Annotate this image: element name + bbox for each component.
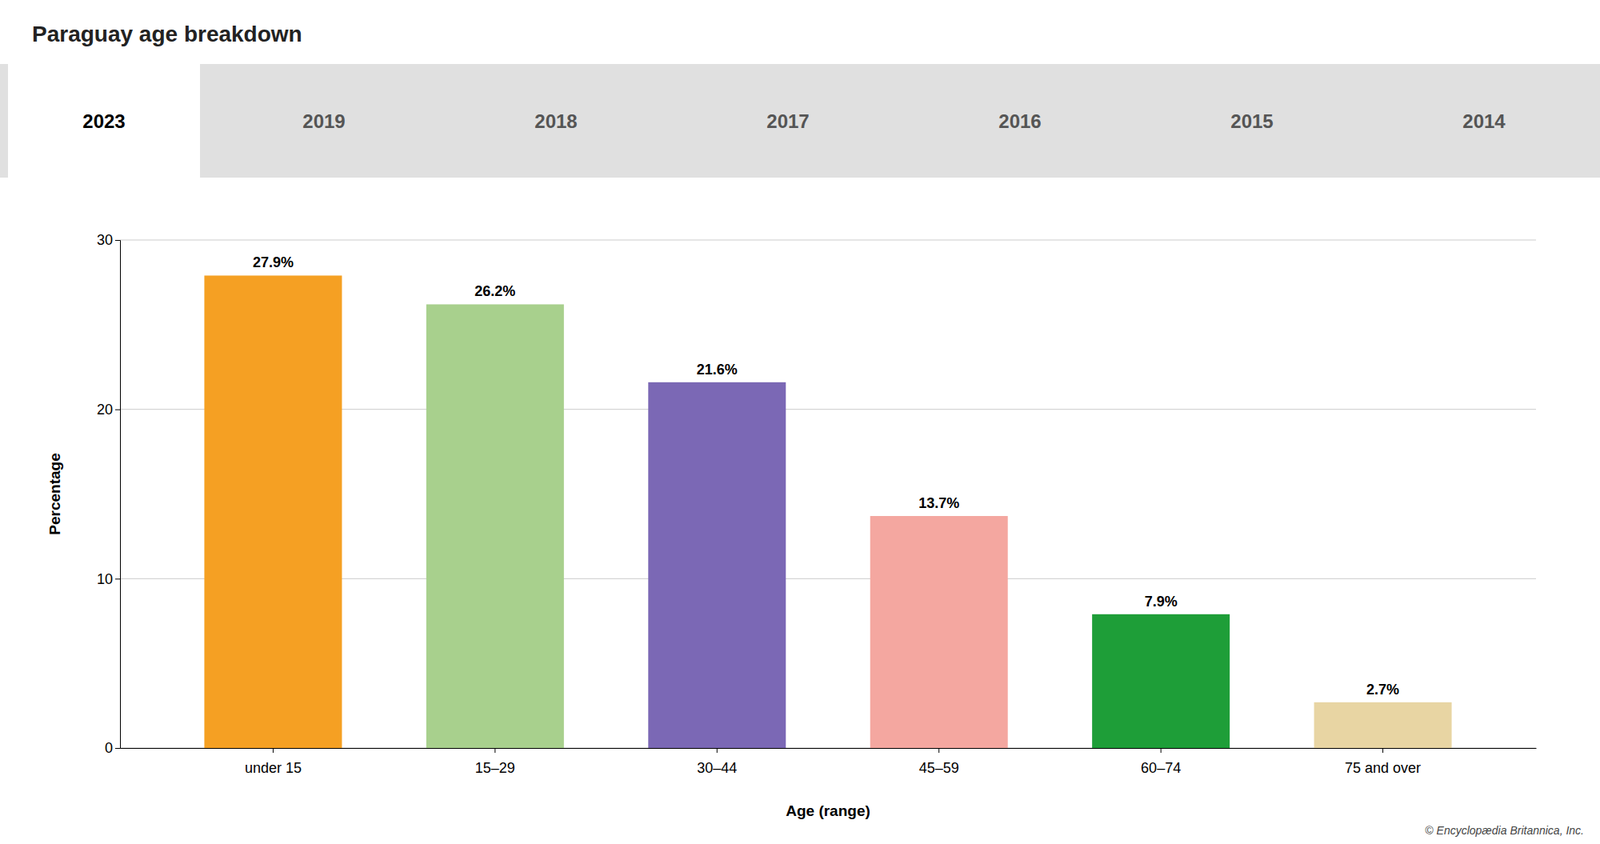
tab-bar-bg [0,64,1600,178]
data-label: 13.7% [918,495,960,512]
bars [204,275,1452,748]
y-tick-label: 10 [96,571,113,588]
plot: 27.9% 26.2% 21.6% 13.7% 7.9% 2.7% under 15 15–2… [46,232,1537,820]
x-tick: 60–74 [1140,748,1181,776]
x-tick-mark [1382,748,1384,753]
y-tick-label: 0 [104,740,113,756]
x-axis: under 15 15–29 30–44 45–59 60–74 75 and over [120,748,1537,776]
y-tick-mark [115,748,120,749]
active-tab [8,58,200,184]
x-tick-mark [938,748,940,753]
y-tick-mark [115,240,120,241]
x-axis-title: Age (range) [785,802,871,820]
bar [870,516,1008,748]
x-tick-label: 15–29 [475,760,516,776]
tab-bar: 2023 2019 2018 2017 2016 2015 2014 [0,58,1600,184]
x-tick-label: under 15 [244,760,302,776]
y-axis: 0 10 20 30 [96,232,121,756]
grid [120,240,1536,748]
x-tick: 15–29 [475,748,516,776]
data-label: 2.7% [1366,681,1400,698]
tab-label: 2023 [82,110,125,132]
y-axis-title: Percentage [46,452,64,535]
y-tick: 30 [96,232,120,248]
x-tick-mark [1160,748,1162,753]
x-tick: under 15 [244,748,302,776]
chart-svg: Paraguay age breakdown202320192018201720… [0,0,1600,844]
data-label: 21.6% [696,361,738,378]
y-tick-mark [115,409,120,411]
y-tick-mark [115,578,120,580]
tab-label: 2019 [302,110,345,132]
x-tick: 30–44 [696,748,737,776]
x-tick-label: 75 and over [1344,760,1421,776]
data-label: 26.2% [474,283,516,300]
y-tick: 10 [96,571,120,588]
y-tick-label: 20 [96,401,113,418]
tab-label: 2014 [1462,110,1506,132]
x-tick-mark [272,748,274,753]
tab-label: 2018 [534,110,577,132]
tab-label: 2017 [766,110,809,132]
y-tick: 20 [96,401,120,418]
tab-label: 2016 [998,110,1041,132]
title: Paraguay age breakdown [32,21,303,47]
grid-line [120,240,1536,241]
data-labels: 27.9% 26.2% 21.6% 13.7% 7.9% 2.7% [252,254,1400,697]
bar [1092,614,1230,748]
annotation: © Encyclopædia Britannica, Inc. [1424,824,1584,837]
y-tick: 0 [104,740,120,756]
y-axis-line [115,240,121,749]
x-tick-label: 60–74 [1140,760,1181,776]
bar [204,275,342,748]
x-tick-mark [494,748,496,753]
tab-label: 2015 [1230,110,1273,132]
x-tick-mark [716,748,718,753]
bar [426,304,564,748]
bar [648,382,786,748]
x-tick: 75 and over [1344,748,1421,776]
bar [1314,702,1452,748]
data-label: 7.9% [1144,593,1178,610]
x-tick-label: 45–59 [919,760,960,776]
data-label: 27.9% [252,254,294,271]
x-tick-label: 30–44 [696,760,737,776]
y-tick-label: 30 [96,232,113,248]
x-axis-line [120,748,1537,749]
x-tick: 45–59 [919,748,960,776]
